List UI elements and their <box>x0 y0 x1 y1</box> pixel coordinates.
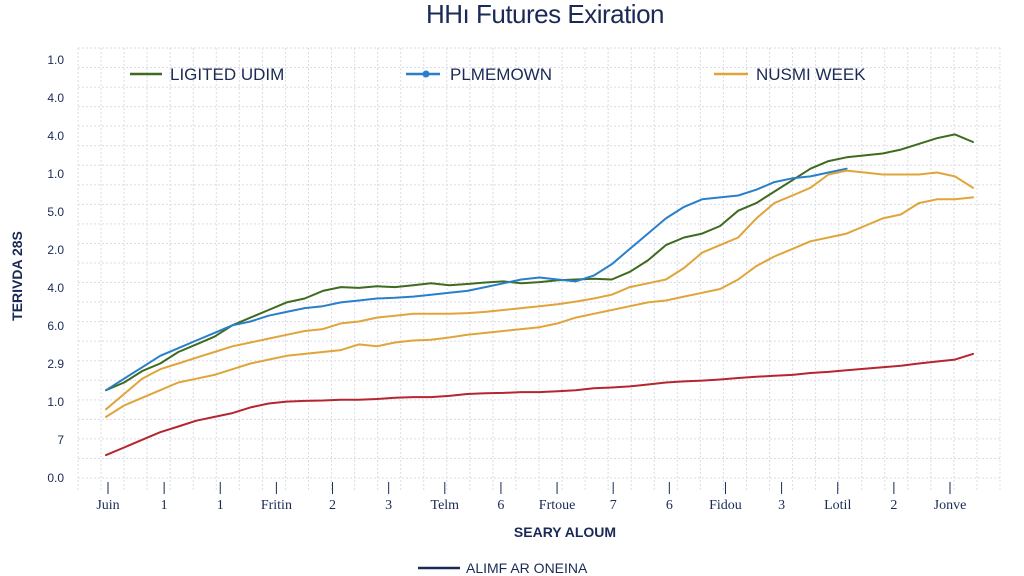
y-tick-label: 1.0 <box>47 53 64 67</box>
y-tick-label: 7 <box>57 433 64 447</box>
x-axis-ticks: Juin 1 1 Fritin 2 3 Telm 6 Frtoue 7 6 Fidou 3 Lotil 2 J… <box>96 482 966 513</box>
y-tick-label: 2.9 <box>47 357 64 371</box>
legend-marker <box>422 70 430 78</box>
x-tick-label: 1 <box>217 498 224 513</box>
y-tick-label: 6.0 <box>47 319 64 333</box>
x-tick-label: 6 <box>497 498 504 513</box>
x-tick-label: 1 <box>161 498 168 513</box>
y-tick-label: 1.0 <box>47 167 64 181</box>
grid <box>77 47 1001 490</box>
x-tick-label: Fritin <box>261 498 292 513</box>
chart-title: HHı Futures Exiration <box>426 0 664 29</box>
series-line-1 <box>105 167 848 392</box>
x-tick-label: Jonve <box>934 498 967 513</box>
y-axis-label: TERIVDA 28S <box>9 231 25 321</box>
x-axis-label: SEARY ALOUM <box>514 524 616 540</box>
series-line-0 <box>105 133 974 392</box>
x-tick-label: Telm <box>431 498 460 513</box>
series-line-2 <box>105 169 974 411</box>
x-tick-label: Frtoue <box>539 498 576 513</box>
y-tick-label: 5.0 <box>47 205 64 219</box>
legend-item-plmemown[interactable]: PLMEMOWN <box>406 65 552 84</box>
y-axis-ticks: 0.0 7 1.0 2.9 6.0 4.0 2.0 5.0 1.0 4.0 4.0 1.0 <box>47 53 64 485</box>
x-tick-label: 2 <box>890 498 897 513</box>
legend-label: NUSMI WEEK <box>756 65 866 84</box>
y-tick-label: 1.0 <box>47 395 64 409</box>
legend: LIGITED UDIM PLMEMOWN NUSMI WEEK <box>130 65 866 84</box>
x-tick-label: 6 <box>666 498 673 513</box>
legend-item-nusmi-week[interactable]: NUSMI WEEK <box>714 65 866 84</box>
x-tick-label: 3 <box>385 498 392 513</box>
x-tick-label: Juin <box>96 498 119 513</box>
series-line-4 <box>105 352 974 457</box>
x-tick-label: 3 <box>778 498 785 513</box>
x-tick-label: 7 <box>610 498 617 513</box>
y-tick-label: 4.0 <box>47 91 64 105</box>
footer-label: ALIMF AR ONEINA <box>466 560 588 576</box>
x-tick-label: 2 <box>329 498 336 513</box>
legend-item-ligited-udim[interactable]: LIGITED UDIM <box>130 65 284 84</box>
series-layer <box>105 133 974 457</box>
series-line-3 <box>105 196 974 418</box>
y-tick-label: 2.0 <box>47 243 64 257</box>
y-tick-label: 4.0 <box>47 281 64 295</box>
legend-label: LIGITED UDIM <box>170 65 284 84</box>
footer-legend: ALIMF AR ONEINA <box>418 560 588 576</box>
y-tick-label: 4.0 <box>47 129 64 143</box>
x-tick-label: Lotil <box>824 498 851 513</box>
x-tick-label: Fidou <box>709 498 742 513</box>
y-tick-label: 0.0 <box>47 471 64 485</box>
legend-label: PLMEMOWN <box>450 65 552 84</box>
